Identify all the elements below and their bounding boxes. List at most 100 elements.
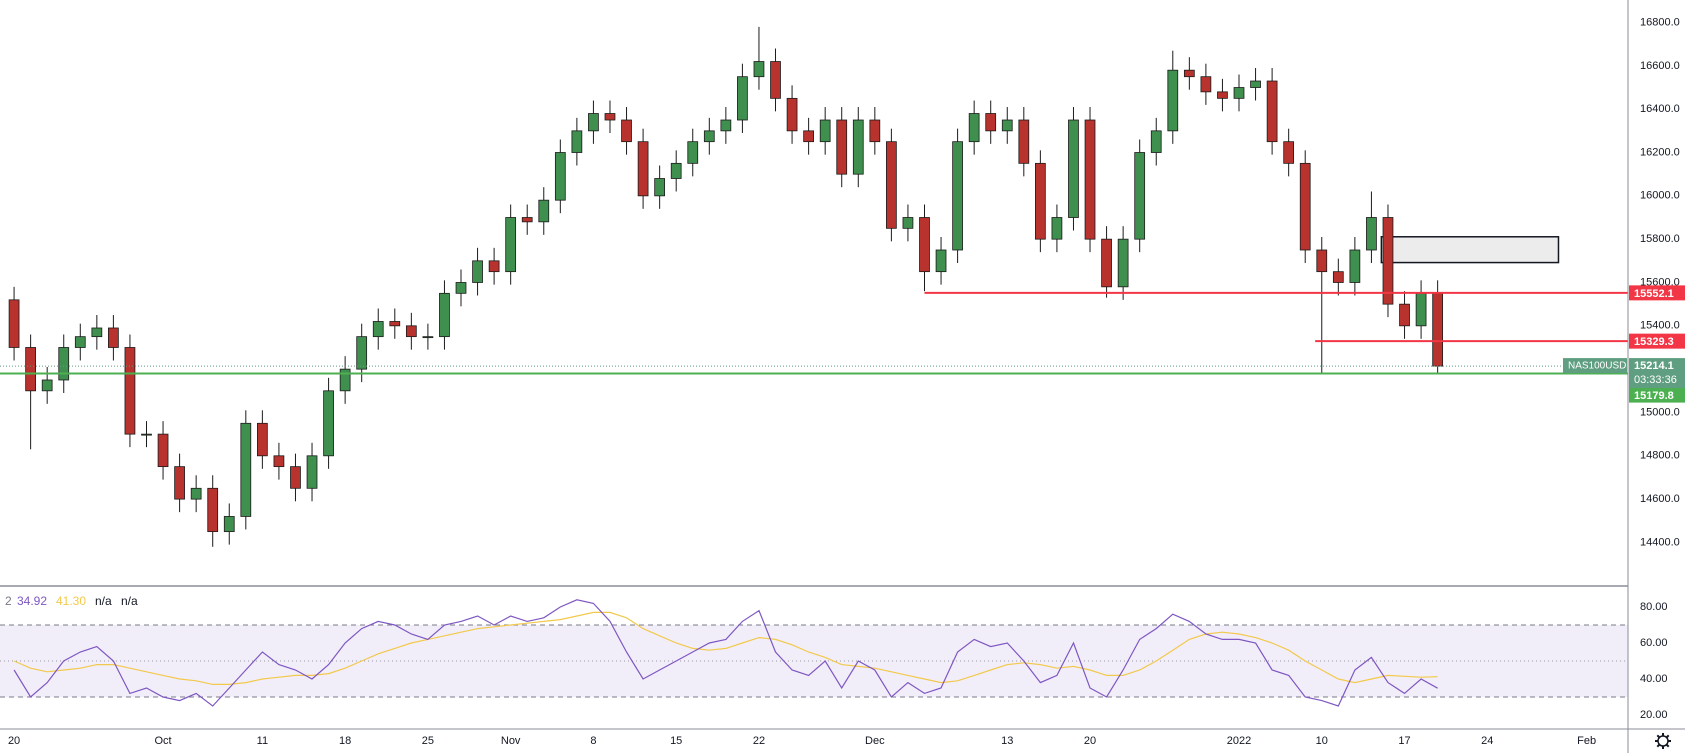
x-tick-label: 22 [753, 735, 765, 747]
candle-body [422, 336, 434, 339]
last-price-label: 15214.1 [1634, 360, 1674, 372]
candle-body [687, 141, 699, 164]
y-tick-label: 14600.0 [1640, 493, 1680, 505]
y-tick-label: 16200.0 [1640, 146, 1680, 158]
candle-body [985, 113, 997, 132]
candle-body [521, 217, 533, 223]
rsi-legend: 34.92 [17, 594, 47, 608]
level-tag-bg [1629, 333, 1685, 349]
x-tick-label: Dec [865, 735, 885, 747]
candle-body [919, 217, 930, 273]
x-tick-label: 24 [1481, 735, 1493, 747]
rsi-line [13, 611, 1438, 685]
axes: 20 Oct 11 18 25 Nov 8 15 22 Dec 13 20 2022 10 17 24 Feb 1… [5, 16, 1685, 747]
candle-body [124, 347, 136, 435]
candle-body [1101, 238, 1112, 288]
y-tick-label: 16800.0 [1640, 16, 1680, 28]
candle-body [1018, 119, 1030, 164]
rsi-tick-label: 60.00 [1640, 637, 1668, 649]
candle-body [1200, 76, 1212, 93]
candle-body [306, 455, 318, 489]
candle-body [703, 130, 715, 143]
candle-body [1034, 162, 1046, 240]
candle-body [1051, 217, 1063, 240]
candle-body [290, 466, 301, 489]
candle-body [8, 299, 20, 348]
candle-body [637, 141, 649, 197]
last-tag-bg [1629, 358, 1685, 389]
candle-body [1217, 91, 1228, 99]
candle-body [74, 336, 86, 348]
y-tick-label: 16600.0 [1640, 60, 1680, 72]
symbol-label: NAS100USD [1568, 361, 1626, 372]
zone-box [1380, 236, 1560, 264]
level-tag-label: 15552.1 [1634, 288, 1674, 300]
x-tick-label: 25 [422, 735, 434, 747]
candle-body [207, 487, 219, 533]
candle-body [1250, 80, 1261, 88]
rsi-legend: 2 [5, 594, 12, 608]
candle-body [571, 130, 583, 153]
candle-body [720, 119, 732, 132]
x-tick-label: 15 [670, 735, 682, 747]
y-tick-label: 16400.0 [1640, 103, 1680, 115]
candle-body [1183, 69, 1195, 78]
candle-body [1084, 119, 1096, 240]
x-tick-label: 11 [257, 735, 268, 747]
candle-body [157, 433, 169, 468]
x-tick-label: Feb [1577, 735, 1596, 747]
level-tag-label: 15329.3 [1634, 336, 1674, 348]
rsi-tick-label: 80.00 [1640, 601, 1668, 613]
candle-body [588, 113, 599, 132]
candle-body [952, 141, 963, 251]
candle-body [91, 327, 103, 338]
candle-body [604, 113, 616, 121]
candle-body [737, 76, 748, 121]
rsi-legend: n/a [95, 594, 112, 608]
candle-body [25, 347, 36, 392]
candle-body [174, 466, 185, 500]
x-tick-label: 8 [590, 735, 596, 747]
candle-body [836, 119, 848, 175]
candle-body [223, 516, 235, 533]
candle-body [1316, 249, 1328, 273]
candle-body [141, 433, 152, 436]
candle-body [108, 327, 119, 348]
candle-body [1134, 152, 1146, 240]
candle-body [1068, 119, 1079, 218]
x-tick-label: 17 [1398, 735, 1410, 747]
candle-body [41, 379, 53, 392]
candle-body [1399, 303, 1410, 327]
rsi-tick-label: 20.00 [1640, 709, 1668, 721]
candle-body [621, 119, 632, 143]
candle-body [935, 249, 947, 273]
rsi-line [13, 599, 1438, 707]
candle-body [389, 321, 401, 327]
candle-body [803, 130, 814, 143]
x-tick-label: 2022 [1227, 735, 1251, 747]
candle-body [902, 217, 914, 229]
candle-body [1150, 130, 1162, 153]
rsi-legend: n/a [121, 594, 138, 608]
rsi-tick-label: 40.00 [1640, 673, 1668, 685]
candle-body [472, 260, 483, 283]
candle-body [869, 119, 881, 143]
x-tick-label: 20 [8, 735, 20, 747]
candle-body [1415, 292, 1427, 327]
y-tick-label: 14400.0 [1640, 536, 1680, 548]
x-tick-label: 18 [339, 735, 351, 747]
y-tick-label: 14800.0 [1640, 450, 1680, 462]
level-tag-bg [1629, 387, 1685, 403]
candle-body [1266, 80, 1278, 143]
candle-body [786, 97, 798, 132]
candle-body [1001, 119, 1013, 132]
settings-icon[interactable] [1655, 733, 1671, 749]
candle-body [968, 113, 980, 143]
candle-body [670, 162, 682, 179]
y-tick-label: 15400.0 [1640, 320, 1680, 332]
candle-body [240, 422, 252, 517]
x-tick-label: Oct [154, 735, 171, 747]
candle-body [505, 217, 517, 273]
candle-body [1332, 271, 1344, 283]
